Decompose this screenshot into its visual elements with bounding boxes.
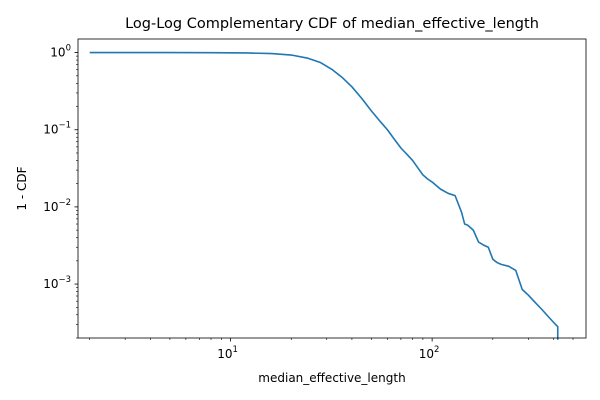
x-tick-label: 102 — [419, 345, 440, 361]
chart-title: Log-Log Complementary CDF of median_effe… — [125, 16, 539, 32]
y-axis-title: 1 - CDF — [15, 166, 29, 210]
series-line-0 — [89, 51, 559, 340]
y-tick-label: 10−3 — [43, 275, 71, 291]
y-tick-label: 10−2 — [43, 198, 71, 214]
y-tick-label: 100 — [50, 44, 71, 60]
y-tick-label: 10−1 — [43, 121, 71, 137]
x-tick-label: 101 — [217, 345, 238, 361]
plot-frame — [77, 38, 587, 339]
series-layer — [89, 51, 559, 340]
x-axis-title: median_effective_length — [258, 371, 405, 385]
axes-layer: 101 102 100 10−1 10−2 10−3 — [43, 38, 587, 361]
